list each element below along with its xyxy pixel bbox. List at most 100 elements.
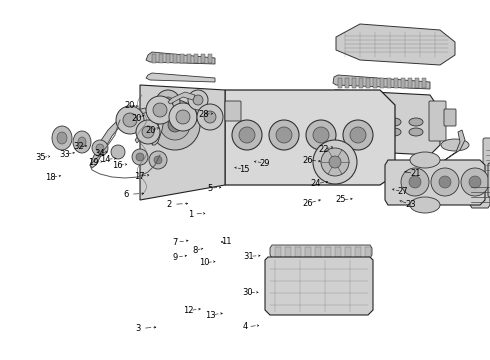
Circle shape: [409, 176, 421, 188]
Text: 21: 21: [410, 170, 421, 179]
Ellipse shape: [343, 128, 357, 136]
Circle shape: [193, 95, 203, 105]
Text: 20: 20: [146, 126, 156, 135]
Circle shape: [330, 122, 336, 127]
Circle shape: [197, 104, 223, 130]
Circle shape: [153, 103, 167, 117]
Text: 17: 17: [134, 172, 145, 181]
Polygon shape: [225, 90, 395, 185]
Polygon shape: [152, 105, 168, 145]
Bar: [315, 247, 321, 257]
Bar: [194, 54, 198, 63]
Text: 1: 1: [189, 210, 194, 219]
Circle shape: [142, 126, 154, 138]
Text: 24: 24: [311, 179, 321, 188]
Ellipse shape: [365, 118, 379, 126]
Polygon shape: [168, 92, 195, 104]
Text: 14: 14: [100, 155, 111, 164]
Bar: [166, 54, 170, 63]
Bar: [159, 54, 163, 63]
Polygon shape: [265, 257, 373, 315]
Polygon shape: [270, 245, 372, 258]
Bar: [173, 54, 177, 63]
Text: 16: 16: [112, 161, 123, 170]
Polygon shape: [140, 85, 225, 200]
Text: 19: 19: [88, 158, 98, 167]
Bar: [422, 78, 426, 88]
Text: 28: 28: [198, 110, 209, 119]
Bar: [387, 78, 391, 88]
Text: 11: 11: [221, 238, 232, 247]
Circle shape: [154, 156, 162, 164]
Ellipse shape: [387, 128, 401, 136]
FancyBboxPatch shape: [483, 138, 490, 177]
Text: 4: 4: [243, 323, 247, 332]
Circle shape: [330, 109, 336, 114]
Circle shape: [96, 144, 104, 152]
Bar: [335, 247, 341, 257]
Ellipse shape: [269, 120, 299, 150]
Ellipse shape: [276, 127, 292, 143]
Text: 15: 15: [239, 165, 249, 174]
Bar: [401, 78, 405, 88]
Ellipse shape: [306, 120, 336, 150]
Bar: [295, 247, 301, 257]
Bar: [345, 78, 349, 88]
Bar: [338, 78, 342, 88]
Circle shape: [321, 148, 349, 176]
Polygon shape: [330, 90, 440, 155]
Circle shape: [160, 110, 190, 140]
Circle shape: [156, 90, 180, 114]
Circle shape: [169, 103, 197, 131]
Circle shape: [150, 100, 200, 150]
Bar: [187, 54, 191, 63]
Text: 10: 10: [199, 258, 210, 267]
Bar: [373, 78, 377, 88]
Text: 12: 12: [183, 306, 194, 315]
Text: 20: 20: [131, 114, 142, 123]
Ellipse shape: [239, 127, 255, 143]
Text: 26: 26: [302, 199, 313, 208]
Bar: [275, 247, 281, 257]
Circle shape: [204, 111, 216, 123]
Ellipse shape: [410, 197, 440, 213]
Ellipse shape: [410, 152, 440, 168]
Ellipse shape: [232, 120, 262, 150]
Circle shape: [330, 116, 336, 121]
Polygon shape: [442, 130, 465, 162]
Ellipse shape: [365, 128, 379, 136]
Polygon shape: [90, 108, 148, 168]
Ellipse shape: [78, 137, 86, 147]
Bar: [305, 247, 311, 257]
Ellipse shape: [73, 131, 91, 153]
Text: 32: 32: [73, 142, 84, 151]
Circle shape: [329, 156, 341, 168]
Text: 33: 33: [60, 150, 71, 158]
Bar: [152, 54, 156, 63]
Bar: [366, 78, 370, 88]
Text: 8: 8: [193, 246, 197, 255]
Circle shape: [425, 172, 445, 192]
Circle shape: [461, 168, 489, 196]
Bar: [352, 78, 356, 88]
Circle shape: [431, 178, 439, 186]
Ellipse shape: [409, 118, 423, 126]
Bar: [394, 78, 398, 88]
Text: 22: 22: [318, 145, 329, 154]
Text: 5: 5: [207, 184, 212, 193]
Ellipse shape: [343, 120, 373, 150]
Circle shape: [123, 113, 137, 127]
Text: 30: 30: [242, 288, 253, 297]
Bar: [285, 247, 291, 257]
Bar: [355, 247, 361, 257]
Circle shape: [431, 168, 459, 196]
Circle shape: [149, 151, 167, 169]
Ellipse shape: [409, 128, 423, 136]
Circle shape: [439, 176, 451, 188]
Polygon shape: [146, 52, 215, 64]
Bar: [415, 78, 419, 88]
Text: 26: 26: [302, 156, 313, 165]
Circle shape: [188, 90, 208, 110]
Polygon shape: [385, 160, 485, 205]
Circle shape: [401, 168, 429, 196]
